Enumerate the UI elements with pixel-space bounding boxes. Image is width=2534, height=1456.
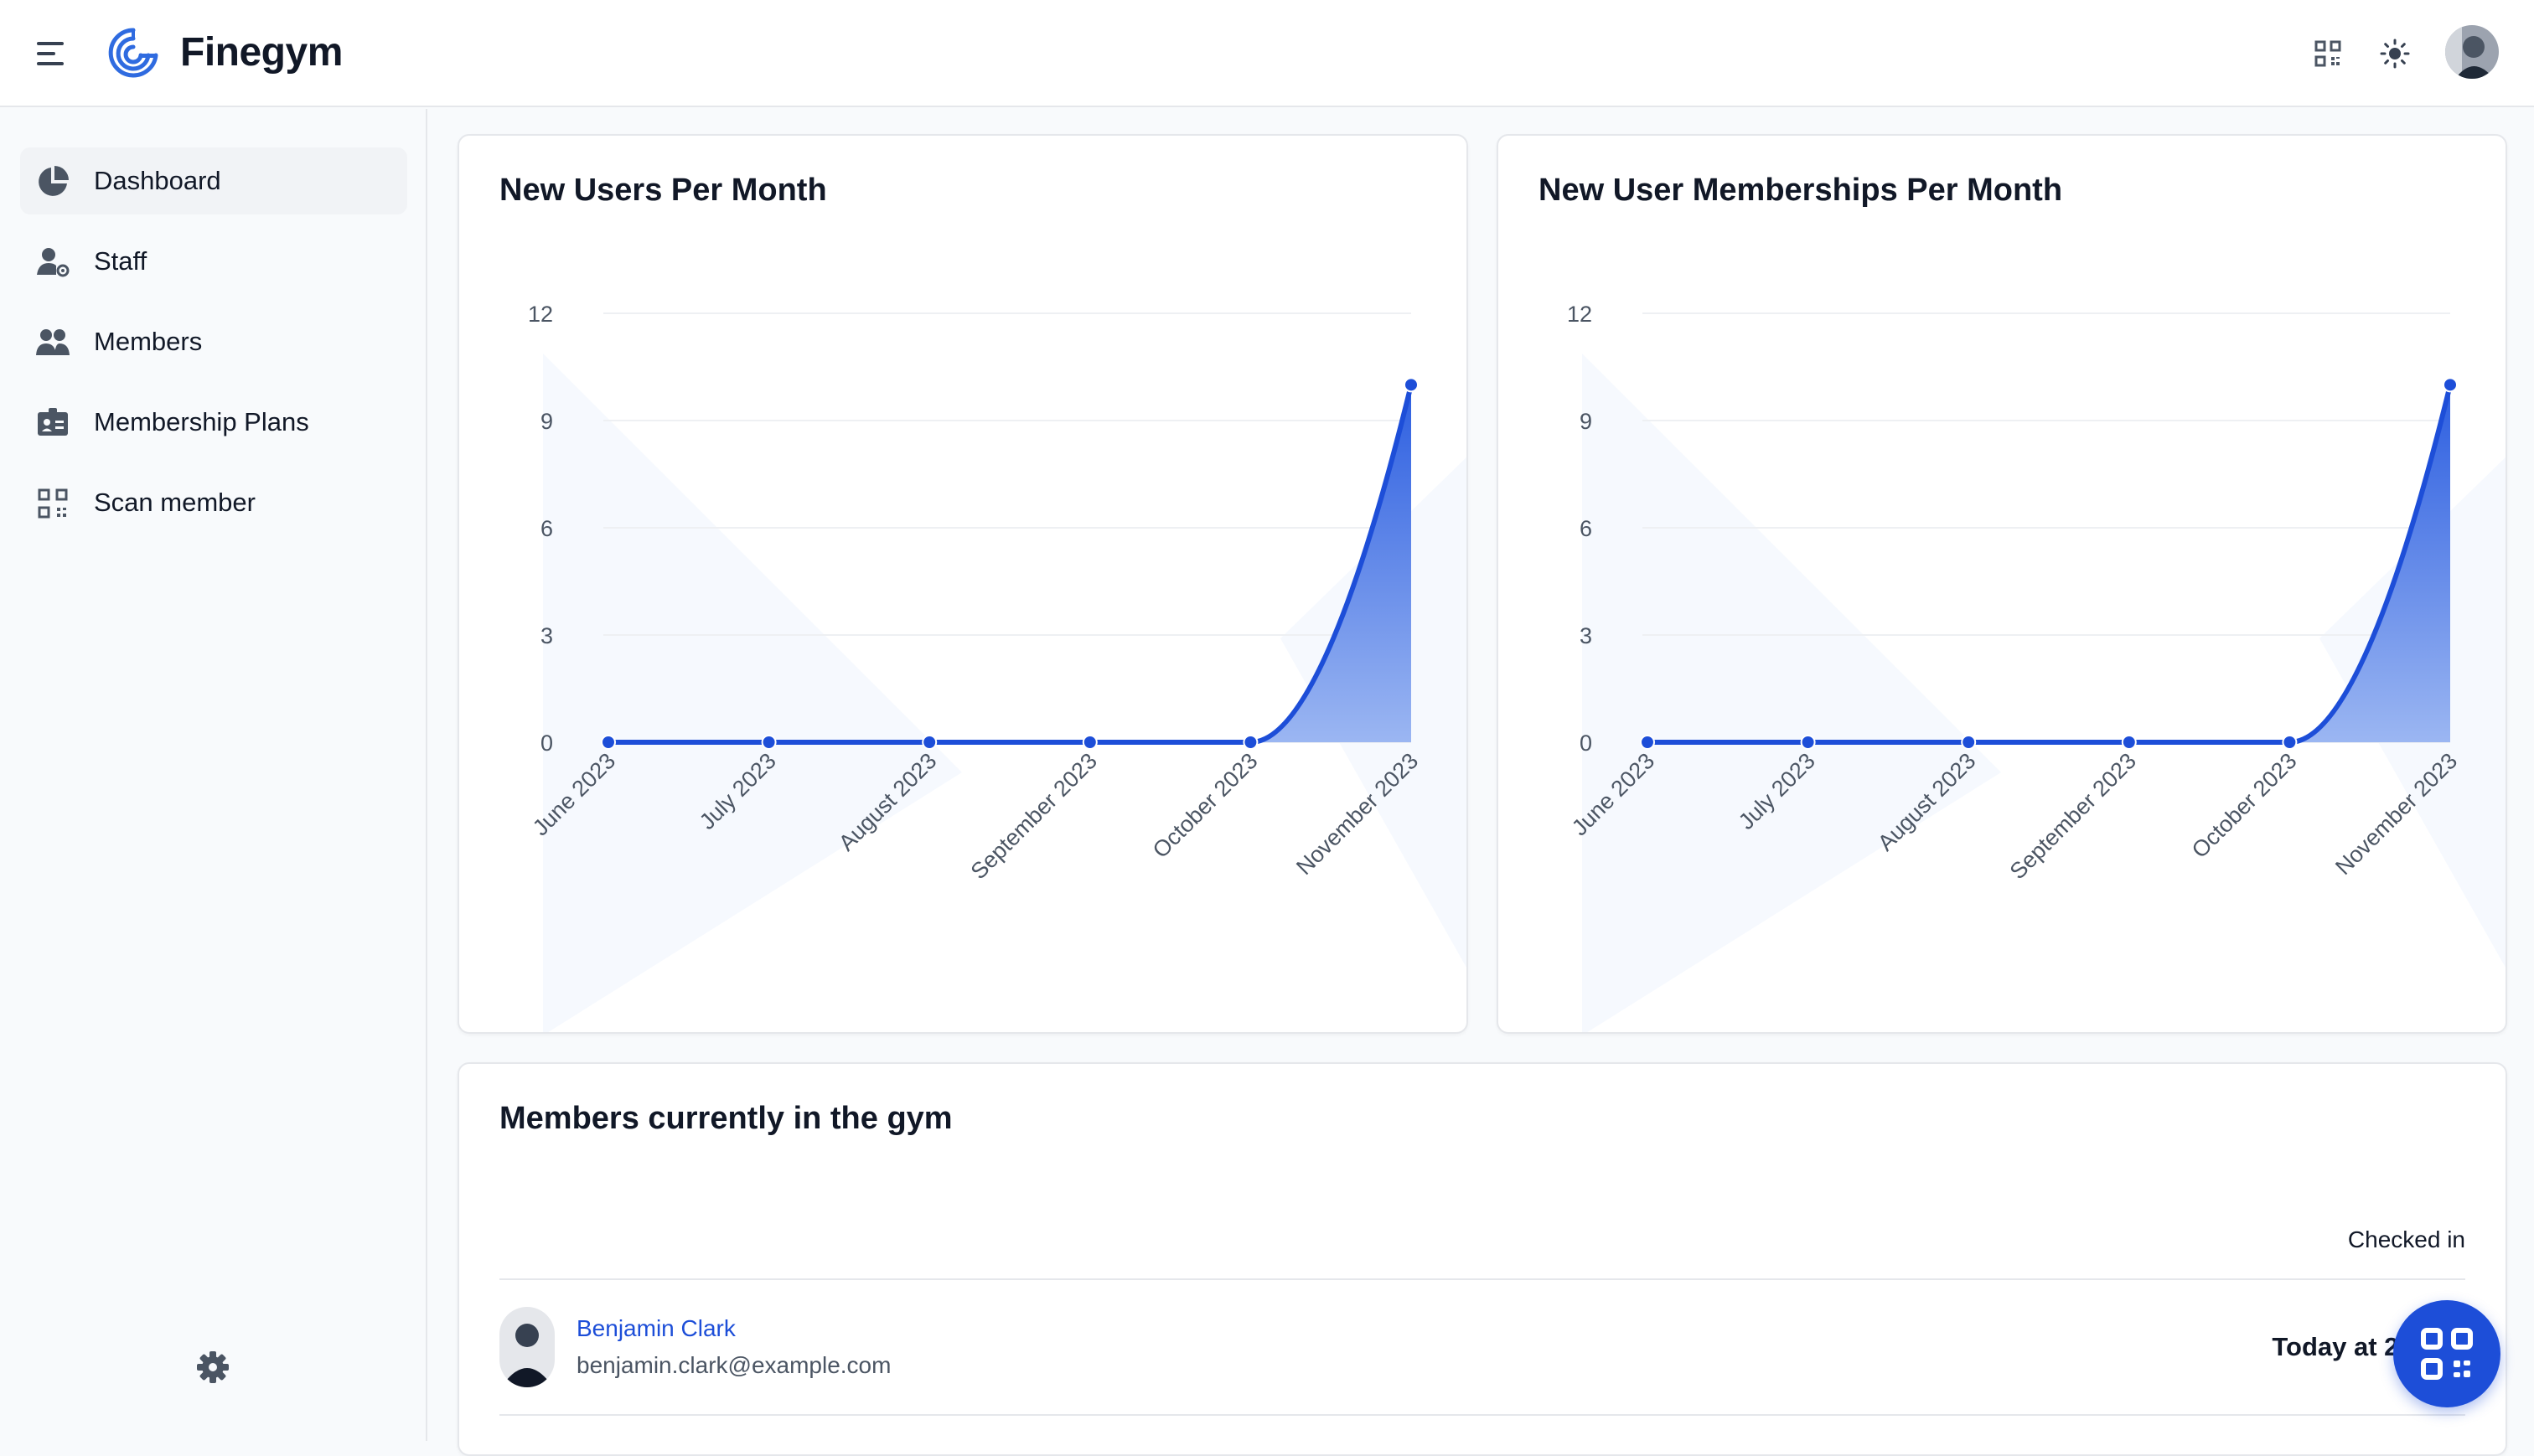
app-name: Finegym — [180, 30, 343, 75]
background-decoration — [1582, 354, 2506, 1032]
sidebar: Dashboard Staff Members Membership Plans — [0, 109, 427, 1441]
series-area — [608, 385, 1411, 742]
user-gear-icon — [37, 248, 70, 277]
y-tick-label: 3 — [1580, 623, 1592, 648]
users-icon — [36, 329, 70, 355]
sun-icon[interactable] — [2375, 34, 2415, 74]
sidebar-item-dashboard[interactable]: Dashboard — [20, 147, 407, 214]
sidebar-item-membership-plans[interactable]: Membership Plans — [20, 389, 407, 456]
menu-toggle-button[interactable] — [34, 37, 70, 70]
table-divider — [499, 1278, 2465, 1280]
sidebar-item-scan-member[interactable]: Scan member — [20, 469, 407, 536]
sidebar-item-label: Members — [94, 327, 203, 356]
data-point — [1404, 377, 1419, 393]
sidebar-item-label: Membership Plans — [94, 407, 309, 436]
x-tick-label: September 2023 — [2005, 748, 2141, 884]
new-users-chart-card: New Users Per Month 0 3 6 9 12 June 2023 July … — [458, 134, 1468, 1034]
data-point — [601, 735, 616, 750]
y-tick-label: 6 — [540, 516, 553, 541]
new-memberships-chart-card: New User Memberships Per Month 0 3 6 9 12 Jun… — [1497, 134, 2507, 1034]
id-card-icon — [38, 408, 68, 436]
data-point — [2443, 377, 2458, 393]
gear-icon[interactable] — [194, 1349, 231, 1386]
sidebar-item-members[interactable]: Members — [20, 308, 407, 375]
user-avatar-image — [2445, 25, 2499, 79]
x-tick-label: September 2023 — [966, 748, 1102, 884]
member-name-link[interactable]: Benjamin Clark — [577, 1315, 736, 1341]
data-point — [1243, 735, 1259, 750]
checked-in-column-header: Checked in — [2347, 1226, 2465, 1252]
chart-title: New User Memberships Per Month — [1538, 173, 2063, 208]
sidebar-item-label: Scan member — [94, 488, 256, 517]
data-point — [2282, 735, 2298, 750]
qr-code-icon — [2421, 1328, 2473, 1380]
chart-title: New Users Per Month — [499, 173, 827, 208]
data-point — [922, 735, 938, 750]
finegym-logo-icon — [108, 28, 158, 78]
sidebar-item-label: Staff — [94, 246, 147, 276]
background-decoration — [543, 354, 1466, 1032]
scan-qr-fab-button[interactable] — [2393, 1300, 2500, 1407]
member-avatar-image — [499, 1307, 555, 1387]
data-point — [1082, 735, 1098, 750]
x-tick-label: October 2023 — [1148, 748, 1263, 863]
x-tick-label: October 2023 — [2187, 748, 2302, 863]
table-divider — [499, 1414, 2465, 1416]
data-point — [1961, 735, 1977, 750]
sidebar-item-staff[interactable]: Staff — [20, 228, 407, 295]
y-tick-label: 0 — [540, 731, 553, 756]
y-tick-label: 9 — [540, 409, 553, 434]
pie-chart-icon — [39, 166, 69, 196]
member-avatar — [499, 1307, 555, 1387]
data-point — [761, 735, 777, 750]
y-tick-label: 9 — [1580, 409, 1592, 434]
menu-icon-bar — [37, 62, 64, 65]
data-point — [1640, 735, 1655, 750]
qr-code-icon — [38, 488, 68, 519]
members-in-gym-title: Members currently in the gym — [499, 1101, 953, 1136]
user-avatar[interactable] — [2445, 25, 2499, 79]
y-tick-label: 3 — [540, 623, 553, 648]
members-in-gym-card: Members currently in the gym Checked in … — [458, 1062, 2507, 1456]
top-header: Finegym — [0, 0, 2534, 107]
data-point — [2121, 735, 2137, 750]
menu-icon-bar — [37, 52, 55, 55]
y-tick-label: 0 — [1580, 731, 1592, 756]
member-email: benjamin.clark@example.com — [577, 1352, 892, 1378]
menu-icon — [37, 42, 64, 45]
sidebar-item-label: Dashboard — [94, 166, 221, 195]
qr-code-icon[interactable] — [2308, 34, 2348, 74]
data-point — [1800, 735, 1816, 750]
y-tick-label: 6 — [1580, 516, 1592, 541]
series-area — [1647, 385, 2450, 742]
y-tick-label: 12 — [528, 302, 553, 327]
y-tick-label: 12 — [1567, 302, 1592, 327]
